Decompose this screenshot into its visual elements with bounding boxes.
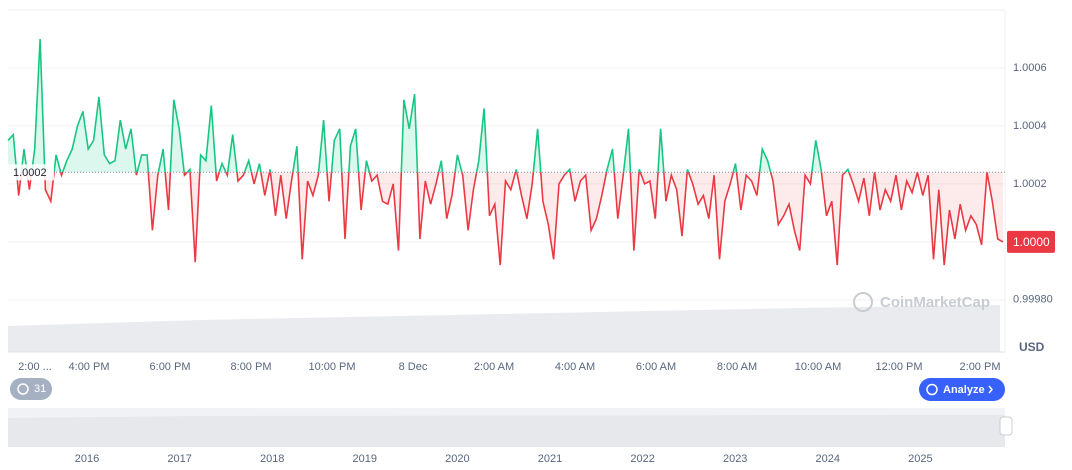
navigator-year: 2024 — [816, 453, 840, 465]
badge[interactable] — [10, 378, 52, 400]
watermark-logo — [853, 292, 873, 312]
y-tick-label: 1.0006 — [1013, 62, 1047, 74]
navigator-year: 2025 — [908, 453, 932, 465]
x-tick-label: 4:00 AM — [555, 361, 595, 373]
current-price-label: 1.0000 — [1013, 235, 1050, 249]
volume-area — [8, 305, 1000, 352]
navigator-year: 2017 — [167, 453, 191, 465]
y-tick-label: 1.0002 — [1013, 178, 1047, 190]
x-tick-label: 2:00 ... — [18, 361, 52, 373]
x-tick-label: 8:00 AM — [717, 361, 757, 373]
baseline-tag — [8, 164, 54, 181]
x-tick-label: 8:00 PM — [231, 361, 272, 373]
navigator-year: 2016 — [75, 453, 99, 465]
navigator-handle[interactable] — [999, 416, 1013, 436]
y-tick-label: 1.0004 — [1013, 120, 1047, 132]
x-tick-label: 6:00 AM — [636, 361, 676, 373]
navigator-year: 2021 — [538, 453, 562, 465]
x-tick-label: 2:00 PM — [960, 361, 1001, 373]
y-tick-label: 0.99980 — [1013, 294, 1053, 306]
x-tick-label: 6:00 PM — [150, 361, 191, 373]
navigator-year: 2022 — [630, 453, 654, 465]
x-tick-label: 8 Dec — [399, 361, 428, 373]
analyze-chevron — [988, 385, 993, 394]
x-tick-label: 10:00 AM — [795, 361, 841, 373]
analyze-button[interactable] — [919, 378, 1005, 401]
area-up — [8, 39, 1003, 173]
line-down — [15, 172, 1004, 266]
navigator-year: 2019 — [353, 453, 377, 465]
area-down — [16, 172, 1003, 266]
badge-icon — [17, 383, 29, 395]
navigator-area — [8, 415, 1005, 447]
watermark: CoinMarketCap — [880, 294, 990, 311]
x-tick-label: 2:00 AM — [474, 361, 514, 373]
current-price-tag — [1007, 230, 1055, 253]
badge-text: 31 — [34, 383, 46, 395]
x-tick-label: 12:00 PM — [875, 361, 922, 373]
line-up — [7, 38, 988, 173]
plot: 0.999801.00001.00021.00041.00061.00021.0… — [7, 38, 1055, 373]
analyze-text: Analyze — [943, 384, 985, 396]
x-tick-label: 10:00 PM — [308, 361, 355, 373]
x-tick-label: 4:00 PM — [69, 361, 110, 373]
navigator-year: 2020 — [445, 453, 469, 465]
navigator-year: 2023 — [723, 453, 747, 465]
currency-label: USD — [1019, 340, 1045, 354]
navigator-year: 2018 — [260, 453, 284, 465]
analyze-icon — [926, 383, 938, 396]
baseline-label: 1.0002 — [13, 167, 47, 179]
